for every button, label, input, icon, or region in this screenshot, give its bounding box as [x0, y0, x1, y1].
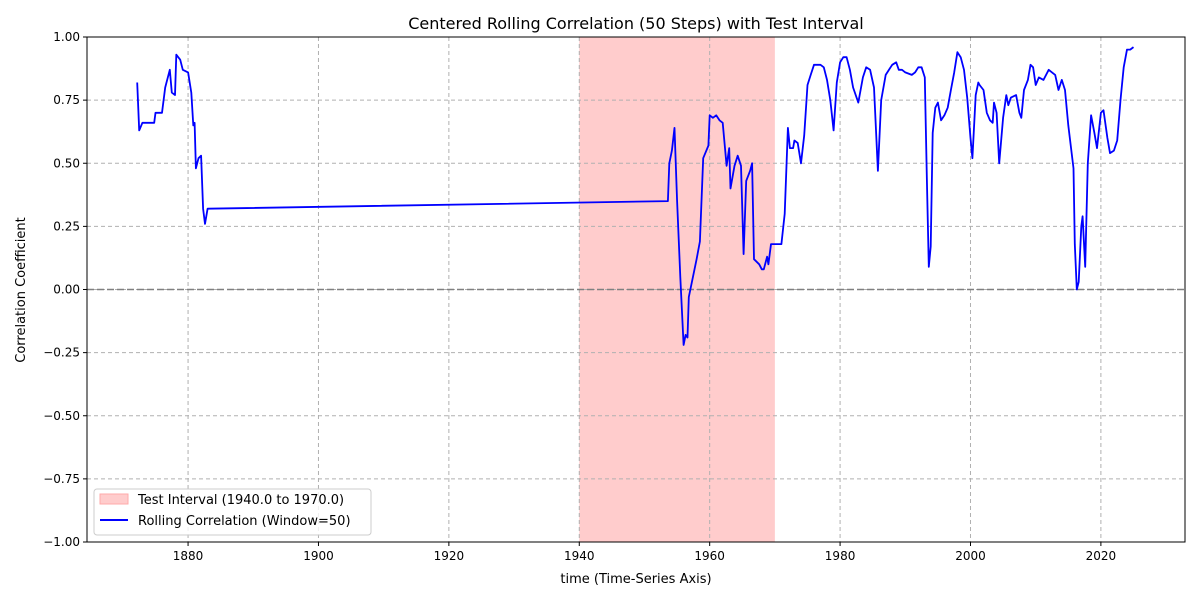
- y-tick-label: −1.00: [43, 535, 80, 549]
- y-axis-label: Correlation Coefficient: [14, 217, 29, 363]
- x-tick-label: 1880: [173, 549, 204, 563]
- y-tick-label: −0.50: [43, 409, 80, 423]
- x-tick-label: 1960: [694, 549, 725, 563]
- x-tick-label: 1900: [303, 549, 334, 563]
- y-tick-label: 1.00: [53, 30, 80, 44]
- y-tick-label: −0.25: [43, 346, 80, 360]
- chart-title: Centered Rolling Correlation (50 Steps) …: [408, 14, 863, 33]
- y-tick-label: 0.25: [53, 219, 80, 233]
- x-axis-label: time (Time-Series Axis): [560, 572, 711, 587]
- x-tick-label: 2000: [955, 549, 986, 563]
- legend: Test Interval (1940.0 to 1970.0) Rolling…: [94, 489, 371, 535]
- legend-test-interval-swatch: [100, 494, 128, 504]
- y-tick-label: 0.00: [53, 283, 80, 297]
- x-tick-label: 1940: [564, 549, 595, 563]
- x-tick-label: 1920: [434, 549, 465, 563]
- x-tick-label: 1980: [825, 549, 856, 563]
- x-tick-label: 2020: [1086, 549, 1117, 563]
- y-tick-label: 0.50: [53, 156, 80, 170]
- legend-test-interval-label: Test Interval (1940.0 to 1970.0): [137, 493, 344, 508]
- y-tick-label: −0.75: [43, 472, 80, 486]
- y-tick-label: 0.75: [53, 93, 80, 107]
- legend-series-label: Rolling Correlation (Window=50): [138, 514, 351, 529]
